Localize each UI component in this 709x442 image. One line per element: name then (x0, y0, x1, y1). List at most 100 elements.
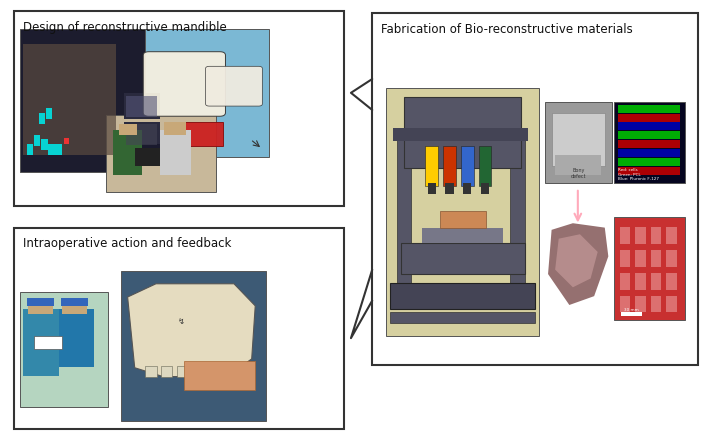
FancyBboxPatch shape (119, 124, 137, 135)
FancyBboxPatch shape (651, 227, 661, 244)
FancyBboxPatch shape (124, 93, 160, 119)
FancyBboxPatch shape (55, 144, 62, 155)
FancyBboxPatch shape (404, 97, 521, 168)
FancyBboxPatch shape (666, 250, 677, 267)
FancyBboxPatch shape (62, 300, 87, 314)
FancyBboxPatch shape (34, 336, 62, 349)
FancyBboxPatch shape (618, 122, 680, 130)
FancyBboxPatch shape (372, 13, 698, 365)
FancyBboxPatch shape (666, 296, 677, 312)
Text: ↯: ↯ (177, 316, 184, 326)
FancyBboxPatch shape (618, 158, 680, 166)
FancyBboxPatch shape (390, 283, 535, 309)
FancyBboxPatch shape (27, 144, 33, 155)
FancyBboxPatch shape (666, 227, 677, 244)
FancyBboxPatch shape (143, 52, 225, 116)
Text: Red: cells
Green: PCL
Blue: Pluronic F-127: Red: cells Green: PCL Blue: Pluronic F-1… (618, 168, 659, 181)
FancyBboxPatch shape (192, 366, 203, 377)
FancyBboxPatch shape (666, 273, 677, 290)
FancyBboxPatch shape (651, 250, 661, 267)
FancyBboxPatch shape (481, 183, 489, 194)
FancyBboxPatch shape (164, 122, 186, 135)
FancyBboxPatch shape (425, 146, 438, 186)
FancyBboxPatch shape (635, 273, 646, 290)
FancyBboxPatch shape (635, 250, 646, 267)
FancyBboxPatch shape (61, 298, 88, 306)
FancyBboxPatch shape (620, 296, 630, 312)
Text: Bony
defect: Bony defect (571, 168, 586, 179)
FancyBboxPatch shape (113, 130, 142, 175)
FancyBboxPatch shape (651, 296, 661, 312)
FancyBboxPatch shape (206, 66, 262, 106)
FancyBboxPatch shape (618, 140, 680, 148)
Polygon shape (548, 223, 608, 305)
FancyBboxPatch shape (620, 273, 630, 290)
FancyBboxPatch shape (618, 149, 680, 157)
FancyBboxPatch shape (14, 11, 344, 206)
FancyBboxPatch shape (41, 139, 48, 150)
FancyBboxPatch shape (177, 366, 188, 377)
FancyBboxPatch shape (135, 148, 160, 166)
Polygon shape (555, 234, 598, 287)
FancyBboxPatch shape (34, 135, 40, 146)
FancyBboxPatch shape (48, 144, 55, 155)
FancyBboxPatch shape (510, 128, 525, 283)
FancyBboxPatch shape (422, 228, 503, 243)
FancyBboxPatch shape (651, 273, 661, 290)
FancyBboxPatch shape (620, 227, 630, 244)
FancyBboxPatch shape (161, 366, 172, 377)
FancyBboxPatch shape (635, 227, 646, 244)
FancyBboxPatch shape (59, 309, 94, 367)
FancyBboxPatch shape (20, 29, 165, 172)
FancyBboxPatch shape (621, 312, 642, 316)
FancyBboxPatch shape (635, 296, 646, 312)
FancyBboxPatch shape (397, 128, 411, 283)
FancyBboxPatch shape (620, 250, 630, 267)
FancyBboxPatch shape (401, 243, 525, 274)
FancyBboxPatch shape (463, 183, 471, 194)
FancyBboxPatch shape (23, 44, 116, 155)
FancyBboxPatch shape (386, 88, 539, 336)
FancyBboxPatch shape (39, 113, 45, 124)
FancyBboxPatch shape (27, 298, 54, 306)
FancyBboxPatch shape (160, 130, 191, 175)
Text: Fabrication of Bio-reconstructive materials: Fabrication of Bio-reconstructive materi… (381, 23, 632, 36)
FancyBboxPatch shape (614, 217, 685, 320)
FancyBboxPatch shape (479, 146, 491, 186)
FancyBboxPatch shape (208, 366, 219, 377)
Text: Intraoperative action and feedback: Intraoperative action and feedback (23, 237, 231, 250)
FancyBboxPatch shape (184, 361, 255, 390)
Text: 30 mm: 30 mm (625, 309, 639, 312)
FancyBboxPatch shape (124, 144, 160, 166)
FancyBboxPatch shape (14, 228, 344, 429)
FancyBboxPatch shape (393, 128, 528, 141)
FancyBboxPatch shape (124, 122, 160, 148)
FancyBboxPatch shape (440, 211, 486, 228)
FancyBboxPatch shape (428, 183, 436, 194)
FancyBboxPatch shape (126, 96, 157, 117)
FancyBboxPatch shape (552, 113, 605, 166)
FancyBboxPatch shape (618, 167, 680, 175)
FancyBboxPatch shape (64, 138, 69, 144)
FancyBboxPatch shape (28, 300, 53, 314)
Polygon shape (128, 284, 255, 377)
FancyBboxPatch shape (46, 108, 52, 119)
FancyBboxPatch shape (121, 271, 266, 421)
FancyBboxPatch shape (145, 29, 269, 157)
FancyBboxPatch shape (614, 102, 685, 183)
FancyBboxPatch shape (126, 124, 157, 145)
FancyBboxPatch shape (618, 105, 680, 113)
FancyBboxPatch shape (390, 312, 535, 323)
FancyBboxPatch shape (445, 183, 454, 194)
FancyBboxPatch shape (555, 155, 601, 175)
FancyBboxPatch shape (443, 146, 456, 186)
FancyBboxPatch shape (618, 114, 680, 122)
FancyBboxPatch shape (20, 292, 108, 407)
FancyBboxPatch shape (106, 115, 216, 192)
FancyBboxPatch shape (618, 131, 680, 139)
FancyBboxPatch shape (145, 366, 157, 377)
FancyBboxPatch shape (545, 102, 612, 183)
FancyBboxPatch shape (167, 122, 223, 146)
FancyBboxPatch shape (23, 309, 59, 376)
Text: Design of reconstructive mandible: Design of reconstructive mandible (23, 21, 226, 34)
